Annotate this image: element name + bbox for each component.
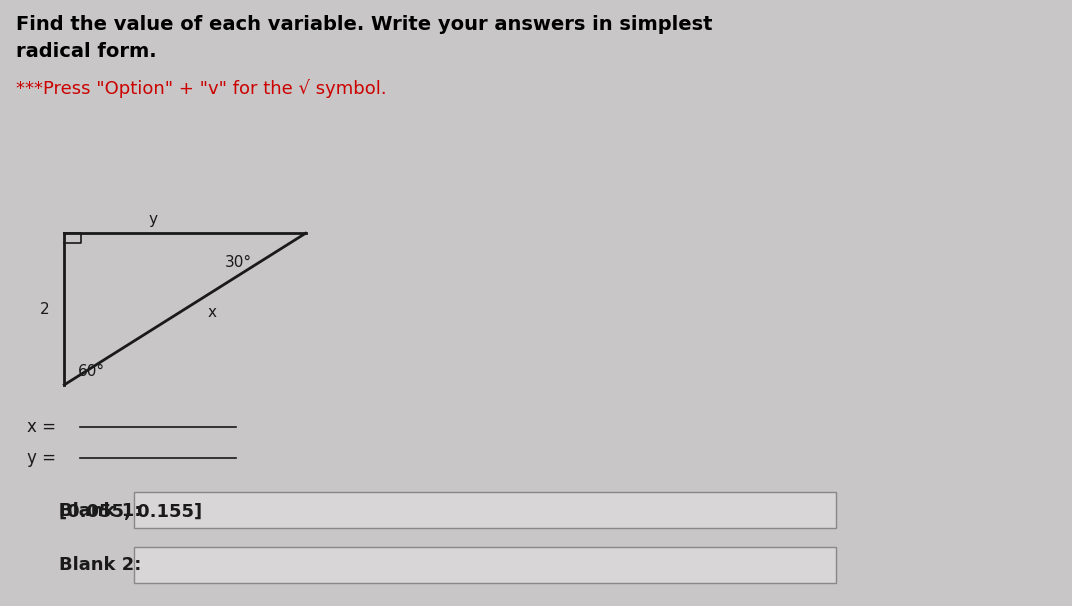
Text: y =: y =	[27, 448, 56, 467]
Text: radical form.: radical form.	[16, 42, 157, 61]
Text: ***Press "Option" + "v" for the √ symbol.: ***Press "Option" + "v" for the √ symbol…	[16, 79, 387, 98]
Text: [0.055, 0.155]: [0.055, 0.155]	[59, 503, 203, 521]
Text: 60°: 60°	[78, 364, 105, 379]
Text: x =: x =	[27, 418, 56, 436]
Text: Blank 2:: Blank 2:	[59, 556, 142, 574]
Text: y: y	[148, 213, 158, 227]
Text: Find the value of each variable. Write your answers in simplest: Find the value of each variable. Write y…	[16, 15, 713, 34]
Bar	[134, 547, 836, 583]
Text: 30°: 30°	[225, 255, 252, 270]
Text: x: x	[207, 305, 217, 319]
Text: 2: 2	[41, 302, 49, 316]
Text: Blank 1:: Blank 1:	[59, 502, 142, 520]
Bar	[134, 492, 836, 528]
